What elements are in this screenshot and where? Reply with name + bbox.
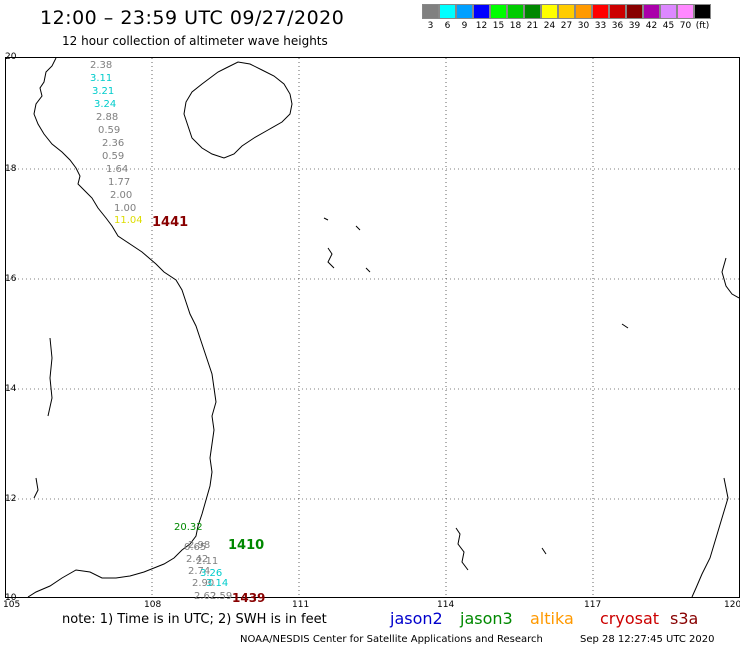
satellite-legend-item: jason3 [460,609,513,628]
scale-label: 36 [611,21,624,31]
scale-swatch [677,4,694,19]
wave-height-label: 2.62 [194,591,217,602]
wave-height-label: 20.32 [174,522,203,533]
longitude-label: 117 [584,600,602,610]
wave-height-label: 2.36 [102,138,125,149]
credit-line: NOAA/NESDIS Center for Satellite Applica… [240,634,543,645]
wave-height-label: 2.11 [196,556,219,567]
latitude-label: 10 [5,593,17,603]
scale-label: 3 [427,21,434,31]
wave-height-label: 3.21 [92,86,115,97]
wave-height-label: 11.04 [114,215,143,226]
longitude-label: 108 [144,600,162,610]
latitude-label: 18 [5,164,17,174]
map-svg [6,58,739,597]
wave-height-label: 1.64 [106,164,129,175]
latitude-label: 20 [5,52,17,62]
scale-label: 12 [475,21,488,31]
scale-label: 30 [577,21,590,31]
longitude-label: 120 [724,600,740,610]
wave-height-label: 2.98 [188,540,211,551]
satellite-legend-item: altika [530,609,574,628]
scale-swatch [524,4,541,19]
scale-swatch [592,4,609,19]
wave-height-label: 3.24 [94,99,117,110]
scale-swatch [660,4,677,19]
wave-height-label: 2.90 [192,578,215,589]
latitude-label: 16 [5,274,17,284]
scale-swatch [507,4,524,19]
footer-note: note: 1) Time is in UTC; 2) SWH is in fe… [62,612,327,627]
wave-height-label: 1441 [152,215,189,230]
scale-label: 42 [645,21,658,31]
generation-timestamp: Sep 28 12:27:45 UTC 2020 [580,634,715,645]
satellite-legend-item: cryosat [600,609,660,628]
scale-swatch [439,4,456,19]
scale-swatch [575,4,592,19]
latitude-label: 12 [5,494,17,504]
wave-height-label: 3.26 [200,568,223,579]
scale-swatch [473,4,490,19]
scale-swatch [609,4,626,19]
longitude-label: 114 [437,600,455,610]
latitude-label: 14 [5,384,17,394]
scale-label: 15 [492,21,505,31]
scale-label: 33 [594,21,607,31]
wave-height-label: 2.88 [96,112,119,123]
scale-swatch [694,4,711,19]
map-frame: 2.38 3.11 3.21 3.24 2.88 0.59 2.36 0.59 1.64 1.77… [5,57,740,605]
coastline [27,58,739,597]
page-subtitle: 12 hour collection of altimeter wave hei… [62,34,328,48]
scale-label: 18 [509,21,522,31]
wave-height-label: 1.77 [108,177,131,188]
scale-swatch [558,4,575,19]
color-scale [422,4,711,19]
page-title: 12:00 – 23:59 UTC 09/27/2020 [40,7,345,29]
wave-height-label: 3.14 [206,578,229,589]
satellite-legend-item: jason2 [390,609,443,628]
wave-height-label: 0.59 [98,125,121,136]
scale-swatch [643,4,660,19]
wave-height-label: 0.65 [184,542,207,553]
scale-label: 45 [662,21,675,31]
scale-label: 24 [543,21,556,31]
color-scale-labels: 3 6 9 12 15 18 21 24 27 30 33 36 39 42 45 70 (ft) [422,21,711,31]
scale-swatch [456,4,473,19]
wave-height-label: 3.11 [90,73,113,84]
scale-swatch [422,4,439,19]
scale-label: 70 [679,21,692,31]
scale-label: 39 [628,21,641,31]
scale-label: (ft) [695,21,710,31]
wave-height-label: 2.59 [210,591,233,602]
wave-height-label: 1410 [228,538,265,553]
satellite-legend-item: s3a [670,609,699,628]
scale-label: 27 [560,21,573,31]
wave-height-label: 2.42 [186,554,209,565]
longitude-label: 111 [292,600,310,610]
wave-height-label: 2.38 [90,60,113,71]
wave-height-label: 2.00 [110,190,133,201]
wave-height-label: 1.00 [114,203,137,214]
wave-height-label: 2.74 [188,566,211,577]
scale-label: 9 [461,21,468,31]
wave-height-label: 1439 [232,591,266,605]
longitude-label: 105 [3,600,21,610]
scale-label: 6 [444,21,451,31]
wave-height-label: 0.59 [102,151,125,162]
scale-label: 21 [526,21,539,31]
scale-swatch [541,4,558,19]
scale-swatch [490,4,507,19]
scale-swatch [626,4,643,19]
